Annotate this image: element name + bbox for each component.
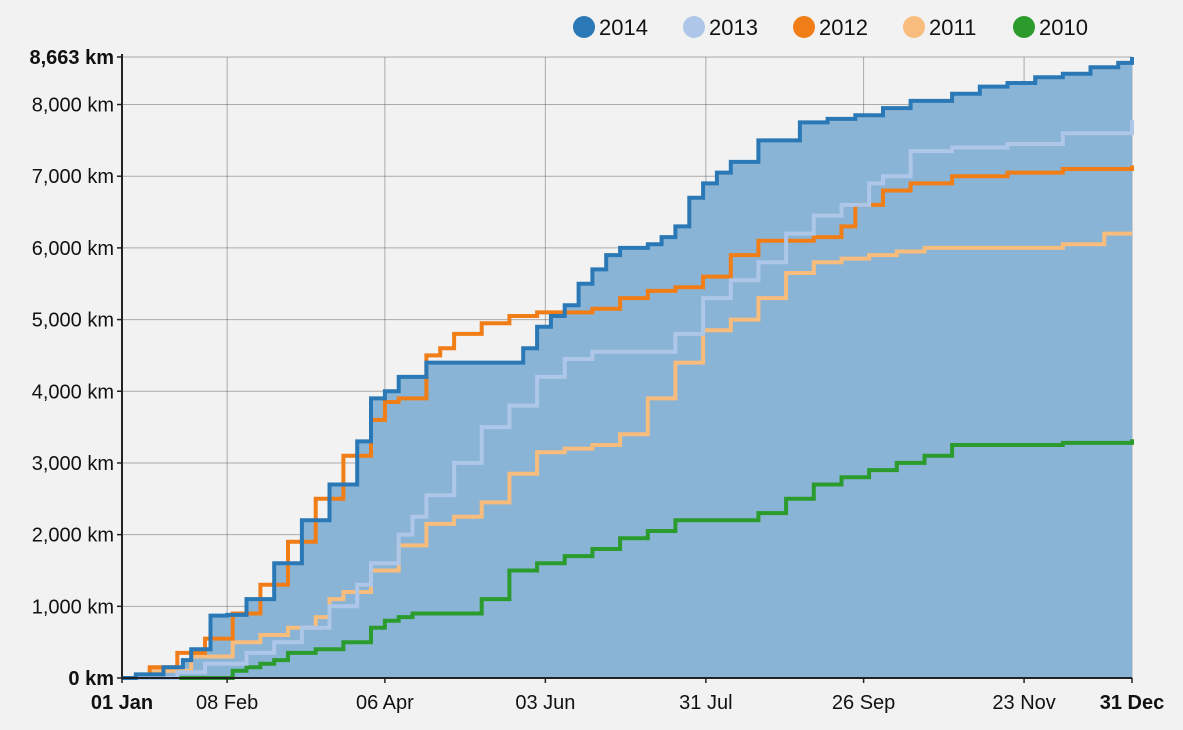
x-tick-label: 23 Nov bbox=[992, 692, 1055, 714]
y-tick-label: 7,000 km bbox=[32, 166, 114, 188]
y-tick-label: 3,000 km bbox=[32, 453, 114, 475]
legend-item-2010[interactable]: 2010 bbox=[1013, 15, 1088, 40]
y-tick-label: 4,000 km bbox=[32, 381, 114, 403]
legend-swatch bbox=[573, 16, 595, 38]
series-lines bbox=[122, 57, 1134, 680]
y-tick-label: 1,000 km bbox=[32, 596, 114, 618]
x-tick-label: 26 Sep bbox=[832, 692, 895, 714]
legend-item-2014[interactable]: 2014 bbox=[573, 15, 648, 40]
series-line-2010 bbox=[122, 439, 1134, 680]
series-line-2014 bbox=[122, 57, 1134, 680]
x-tick-label: 03 Jun bbox=[515, 692, 575, 714]
legend-item-2013[interactable]: 2013 bbox=[683, 15, 758, 40]
x-tick-label: 31 Dec bbox=[1100, 692, 1165, 714]
axes: 0 km 1,000 km 2,000 km 3,000 km 4,000 km 5,00… bbox=[29, 47, 1164, 714]
legend-label: 2014 bbox=[599, 15, 648, 40]
y-tick-label: 2,000 km bbox=[32, 525, 114, 547]
y-tick-label: 6,000 km bbox=[32, 238, 114, 260]
legend-label: 2010 bbox=[1039, 15, 1088, 40]
y-tick-label: 8,663 km bbox=[29, 47, 114, 69]
legend-label: 2011 bbox=[929, 15, 976, 40]
legend-swatch bbox=[903, 16, 925, 38]
legend-item-2012[interactable]: 2012 bbox=[793, 15, 868, 40]
area-fill bbox=[122, 57, 1132, 678]
x-tick-label: 06 Apr bbox=[356, 692, 414, 714]
x-tick-label: 31 Jul bbox=[679, 692, 732, 714]
legend-swatch bbox=[1013, 16, 1035, 38]
y-tick-label: 8,000 km bbox=[32, 95, 114, 117]
legend-label: 2013 bbox=[709, 15, 758, 40]
legend-label: 2012 bbox=[819, 15, 868, 40]
x-tick-label: 08 Feb bbox=[196, 692, 258, 714]
legend-item-2011[interactable]: 2011 bbox=[903, 15, 976, 40]
y-tick-label: 0 km bbox=[68, 668, 114, 690]
x-tick-label: 01 Jan bbox=[91, 692, 153, 714]
legend-swatch bbox=[793, 16, 815, 38]
area-fill-2014 bbox=[122, 57, 1132, 678]
legend: 2014 2013 2012 2011 2010 bbox=[573, 15, 1088, 40]
series-line-2012 bbox=[122, 165, 1134, 680]
series-line-2013 bbox=[122, 120, 1134, 680]
y-tick-label: 5,000 km bbox=[32, 310, 114, 332]
legend-swatch bbox=[683, 16, 705, 38]
